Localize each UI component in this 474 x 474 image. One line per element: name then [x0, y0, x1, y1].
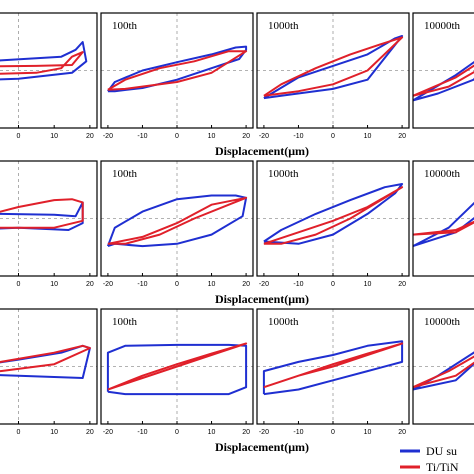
x-tick-label: -20 — [103, 281, 113, 288]
x-tick-label: 10 — [364, 133, 372, 140]
series-line-blue — [0, 41, 88, 81]
series-line-blue — [262, 340, 404, 396]
series-line-red — [263, 342, 404, 389]
panel-title: 100th — [112, 20, 138, 32]
series-line-blue — [0, 201, 84, 231]
x-tick-label: -20 — [259, 429, 269, 436]
panel-r1c3: -20 -10 0 10 20 1000th — [256, 12, 410, 140]
x-tick-label: -10 — [137, 429, 147, 436]
series-line-red — [263, 186, 404, 245]
series-line-red — [107, 342, 248, 391]
x-tick-label: 0 — [17, 429, 21, 436]
panel-frame — [412, 12, 474, 129]
panel-title: 1000th — [268, 316, 299, 328]
x-tick-label: 10 — [50, 281, 58, 288]
series-line-blue — [106, 343, 248, 396]
series-line-red — [0, 198, 84, 229]
series-line-blue — [412, 351, 474, 391]
x-tick-label: 10 — [208, 133, 216, 140]
series-line-blue — [263, 183, 404, 245]
x-tick-label: 0 — [331, 281, 335, 288]
x-tick-label: 10 — [50, 133, 58, 140]
series-line-red — [412, 355, 474, 389]
panel-frame — [412, 160, 474, 277]
x-tick-label: -10 — [137, 133, 147, 140]
x-tick-label: -20 — [103, 133, 113, 140]
x-tick-label: 0 — [331, 429, 335, 436]
x-tick-label: 20 — [86, 133, 94, 140]
panel-r3c2: -20 -10 0 10 20 100th — [100, 308, 254, 436]
panel-title: 10000th — [424, 20, 461, 32]
panel-title: 100th — [112, 168, 138, 180]
x-tick-label: 0 — [17, 133, 21, 140]
series-line-red — [263, 36, 404, 97]
series-line-blue — [0, 344, 91, 379]
panel-frame — [412, 308, 474, 425]
series-line-blue — [412, 60, 474, 102]
x-tick-label: -10 — [137, 281, 147, 288]
panel-title: 1000th — [268, 168, 299, 180]
x-tick-label: 10 — [50, 429, 58, 436]
panel-r2c4: 10000th — [412, 160, 474, 277]
x-axis-label-row-1: Displacement(μm) — [215, 144, 309, 158]
x-tick-label: 0 — [175, 429, 179, 436]
panel-r2c2: -20 -10 0 10 20 100th — [100, 160, 254, 288]
x-tick-label: -20 — [259, 133, 269, 140]
series-line-blue — [412, 201, 474, 248]
x-tick-label: 20 — [398, 281, 406, 288]
series-line-red — [0, 344, 91, 373]
legend: DU su Ti/TiN — [400, 444, 459, 474]
x-tick-label: 20 — [242, 429, 250, 436]
panel-title: 10000th — [424, 168, 461, 180]
x-tick-label: -10 — [293, 281, 303, 288]
panel-r3c4: 10000th — [412, 308, 474, 425]
panel-title: 100th — [112, 316, 138, 328]
x-tick-label: 20 — [242, 133, 250, 140]
x-tick-label: 0 — [17, 281, 21, 288]
x-tick-label: -10 — [293, 133, 303, 140]
x-tick-label: -20 — [259, 281, 269, 288]
x-tick-label: 10 — [208, 429, 216, 436]
panel-r1c4: 10000th — [412, 12, 474, 129]
x-tick-label: -20 — [103, 429, 113, 436]
legend-label-du: DU su — [426, 444, 457, 458]
panel-r2c3: -20 -10 0 10 20 1000th — [256, 160, 410, 288]
x-tick-label: 0 — [175, 281, 179, 288]
panel-title: 10000th — [424, 316, 461, 328]
panel-grid: -10 0 10 20 -20 -10 0 10 20 100th -20 -10 0 10 20 1000t… — [0, 12, 474, 436]
series-line-red — [412, 220, 474, 236]
panel-r1c2: -20 -10 0 10 20 100th — [100, 12, 254, 140]
x-tick-label: 20 — [86, 429, 94, 436]
x-tick-label: 0 — [331, 133, 335, 140]
x-tick-label: 10 — [364, 281, 372, 288]
x-axis-label-row-3: Displacement(μm) — [215, 440, 309, 454]
series-line-red — [107, 196, 248, 245]
x-tick-label: 10 — [208, 281, 216, 288]
series-line-blue — [263, 35, 404, 100]
panel-title: 1000th — [268, 20, 299, 32]
series-line-red — [0, 51, 84, 75]
panel-r3c3: -20 -10 0 10 20 1000th — [256, 308, 410, 436]
x-tick-label: 20 — [86, 281, 94, 288]
x-tick-label: 0 — [175, 133, 179, 140]
legend-label-titin: Ti/TiN — [426, 460, 459, 474]
x-tick-label: 20 — [398, 429, 406, 436]
x-tick-label: 20 — [398, 133, 406, 140]
series-line-red — [107, 50, 248, 91]
x-tick-label: 20 — [242, 281, 250, 288]
x-tick-label: 10 — [364, 429, 372, 436]
x-tick-label: -10 — [293, 429, 303, 436]
x-axis-label-row-2: Displacement(μm) — [215, 292, 309, 306]
series-line-red — [412, 64, 474, 97]
